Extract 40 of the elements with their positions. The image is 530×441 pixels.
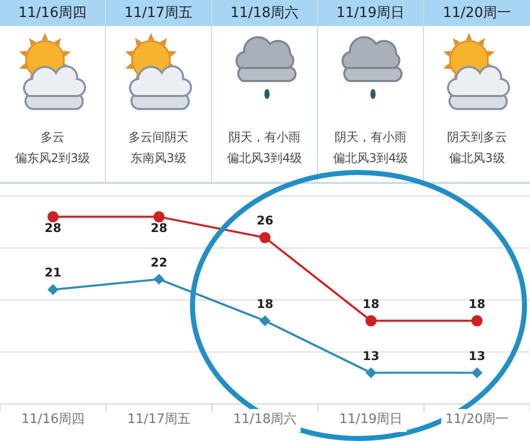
category-label: 11/18周六 <box>230 5 299 22</box>
data-label: 22 <box>150 255 168 270</box>
point <box>154 274 164 284</box>
text: 偏北风3级 <box>449 151 505 166</box>
data-label: 18 <box>468 296 486 311</box>
point <box>48 284 58 295</box>
text: 多云 <box>40 130 64 145</box>
text: 多云间阴天 <box>128 130 188 145</box>
point <box>154 211 164 222</box>
data-label: 26 <box>256 214 274 228</box>
text: 东南风3级 <box>130 151 186 166</box>
text: 偏北风3到4级 <box>332 151 408 166</box>
data-label: 28 <box>150 220 168 235</box>
data-label: 18 <box>256 296 274 311</box>
text: 偏东风2到3级 <box>14 151 90 166</box>
x-tick-label: 11/18周六 <box>233 412 297 428</box>
point <box>48 211 58 222</box>
text: 偏北风3到4级 <box>226 151 302 166</box>
text: 阴天到多云 <box>447 130 507 145</box>
data-label: 21 <box>44 266 62 280</box>
point <box>260 232 270 244</box>
point <box>366 315 376 326</box>
category-label: 11/20周一 <box>442 5 512 22</box>
point <box>260 316 270 326</box>
data-label: 28 <box>44 220 62 235</box>
category-label: 11/19周日 <box>336 5 405 22</box>
x-tick-label: 11/17周五 <box>127 412 191 428</box>
text: 阴天，有小雨 <box>334 130 406 145</box>
category-label: 11/17周五 <box>124 5 193 22</box>
data-label: 13 <box>468 348 486 363</box>
category-label: 11/16周四 <box>18 5 87 22</box>
data-label: 13 <box>362 348 380 363</box>
data-label: 18 <box>362 296 380 311</box>
x-tick-label: 11/16周四 <box>21 412 85 428</box>
x-tick-label: 11/19周日 <box>339 412 403 428</box>
x-tick-label: 11/20周一 <box>445 412 509 428</box>
point <box>472 315 482 326</box>
point <box>366 368 376 378</box>
text: 阴天，有小雨 <box>228 130 300 145</box>
point <box>472 368 482 378</box>
